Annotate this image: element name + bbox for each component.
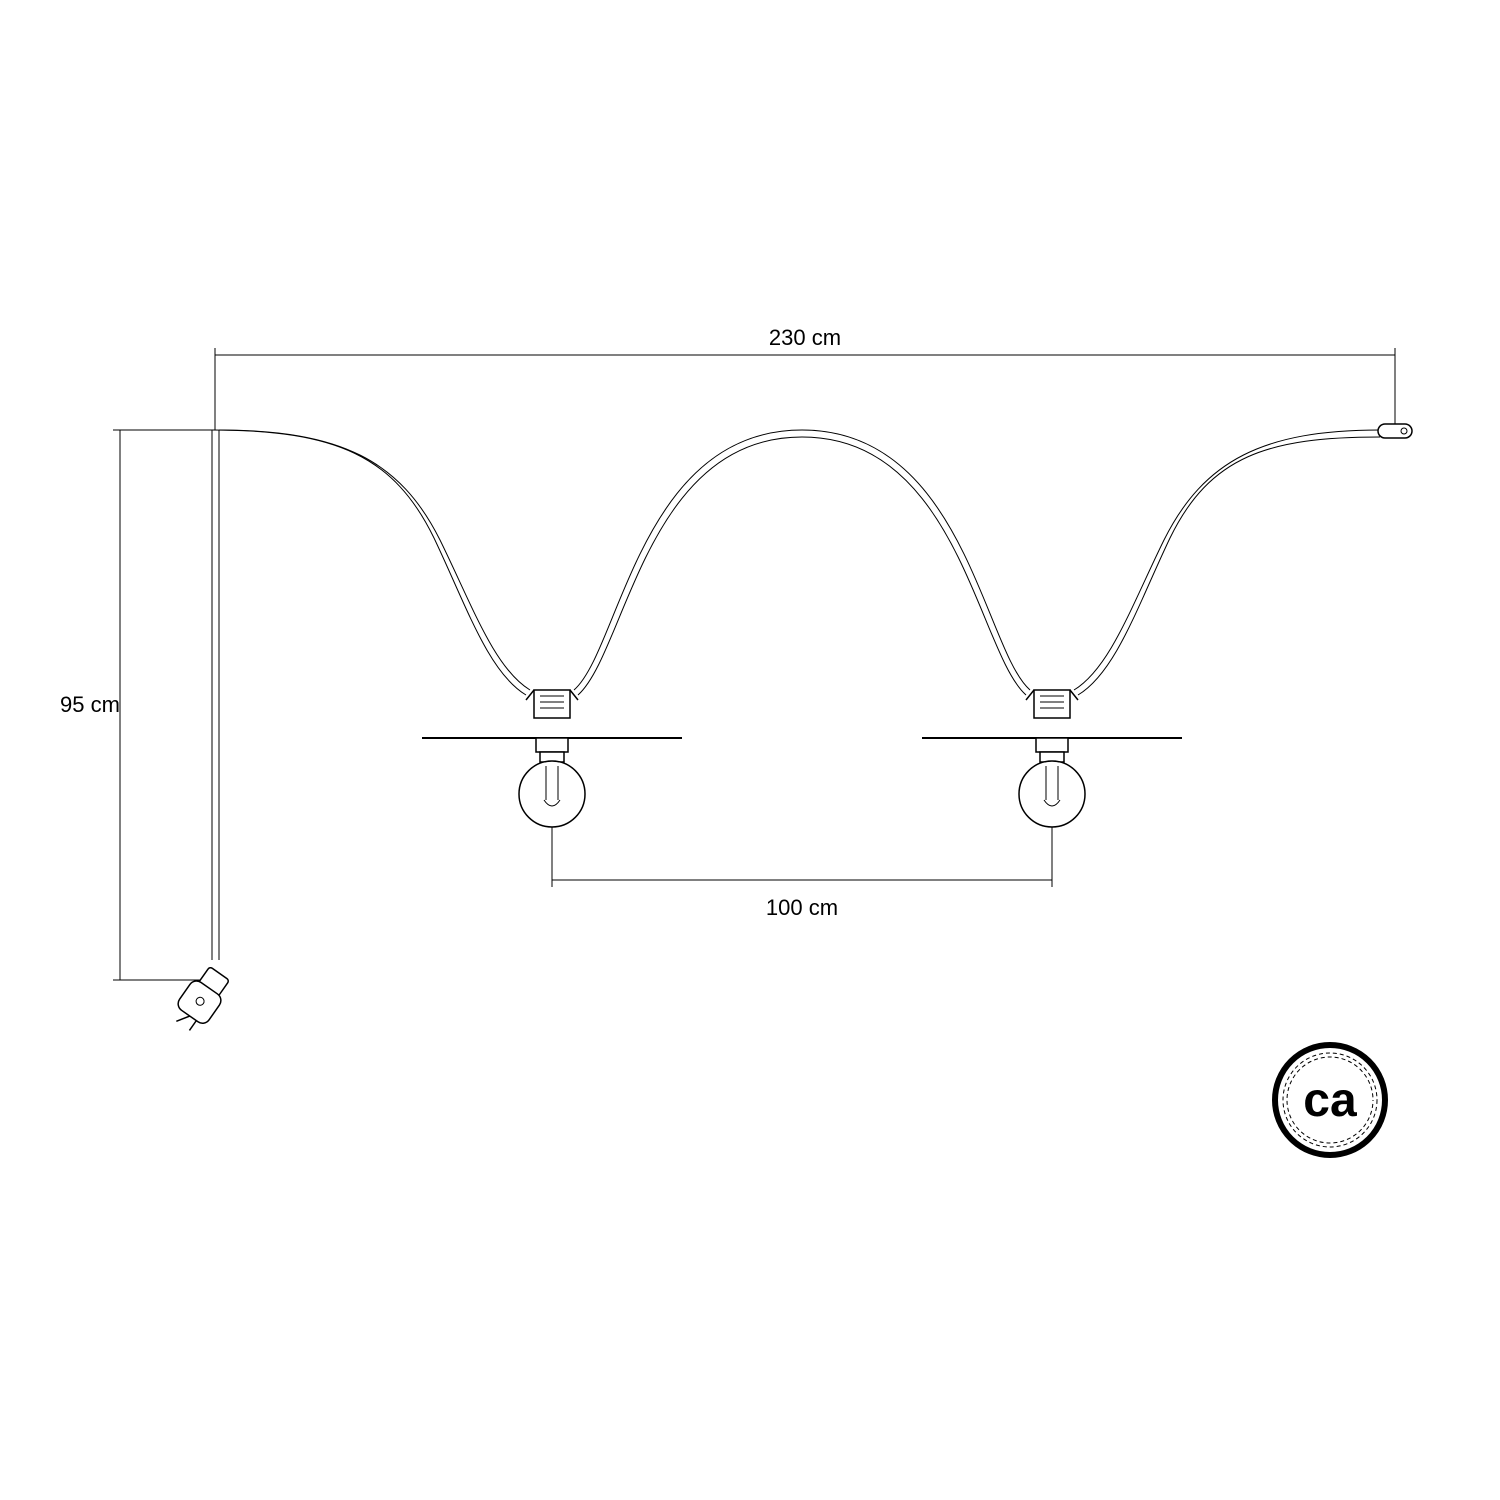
brand-logo-text: ca [1303, 1074, 1357, 1127]
dimension-drop-height-label: 95 cm [60, 692, 120, 717]
dimension-drop-height: 95 cm [60, 430, 215, 980]
brand-logo: ca [1275, 1045, 1385, 1155]
dimension-bulb-spacing: 100 cm [552, 815, 1052, 920]
plug [168, 963, 234, 1036]
dimension-total-width: 230 cm [215, 320, 1395, 430]
dimension-total-width-label: 230 cm [769, 325, 841, 350]
bulb-assembly-2 [922, 690, 1182, 827]
technical-diagram: 230 cm 95 cm 100 cm [0, 0, 1500, 1500]
bulb-assembly-1 [422, 690, 682, 827]
dimension-bulb-spacing-label: 100 cm [766, 895, 838, 920]
end-connector [1378, 424, 1412, 438]
